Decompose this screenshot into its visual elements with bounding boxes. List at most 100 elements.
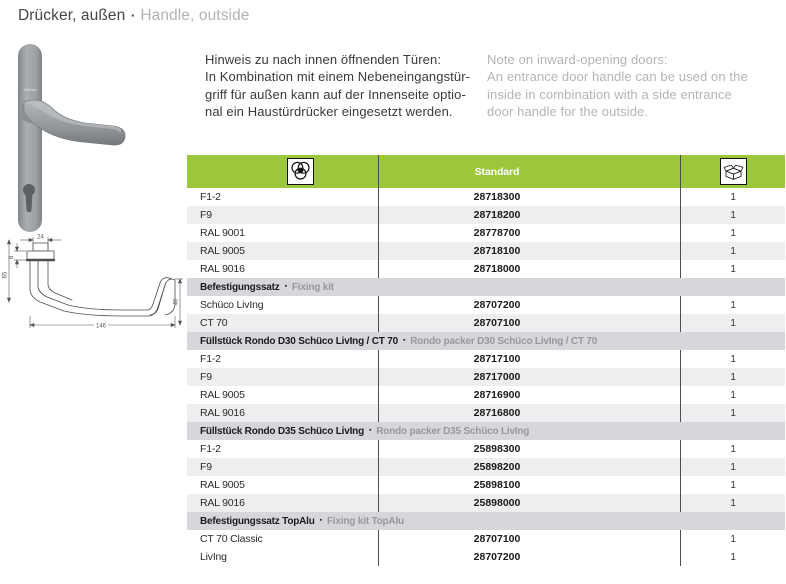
variant-label: F1-2 [200, 353, 221, 365]
bullet-icon: ▪ [319, 516, 323, 524]
article-number: 28718100 [378, 242, 681, 260]
table-row: CT 70 Classic 28707100 1 [187, 530, 785, 548]
variant-label: Schüco LivIng [200, 299, 264, 311]
article-number: 28718300 [378, 188, 681, 206]
pack-quantity: 1 [730, 227, 736, 239]
note-de-line: In Kombination mit einem Nebeneingangstü… [205, 69, 471, 85]
brand-text: Schüco [23, 87, 37, 92]
section-label-en: Fixing kit [291, 281, 334, 293]
variant-label: RAL 9016 [200, 263, 245, 275]
table-row: F9 28718200 1 [187, 206, 785, 224]
table-row: Schüco LivIng 28707200 1 [187, 296, 785, 314]
table-body: F1-2 28718300 1 F9 28718200 1 RAL 9001 28778700… [187, 188, 785, 566]
section-label-en: Rondo packer D35 Schüco LivIng [376, 425, 530, 437]
table-header: Standard [187, 155, 785, 188]
page-title-de: Drücker, außen [18, 7, 126, 24]
pack-quantity: 1 [730, 299, 736, 311]
article-number: 28717000 [378, 368, 681, 386]
variant-label: RAL 9016 [200, 407, 245, 419]
pack-quantity: 1 [730, 443, 736, 455]
table-row: RAL 9005 28716900 1 [187, 386, 785, 404]
table-row: RAL 9016 28718000 1 [187, 260, 785, 278]
article-number: 28707100 [378, 530, 681, 548]
pack-quantity: 1 [730, 551, 736, 563]
article-number: 28718200 [378, 206, 681, 224]
header-col-packaging [681, 155, 785, 188]
article-number: 28716900 [378, 386, 681, 404]
section-row: Befestigungssatz TopAlu ▪ Fixing kit TopAl… [187, 512, 785, 530]
dim-65: 65 [3, 271, 9, 278]
article-number: 28718000 [378, 260, 681, 278]
article-number: 28778700 [378, 224, 681, 242]
article-number: 25898200 [378, 458, 681, 476]
article-number: 28707200 [378, 548, 681, 566]
table-row: F9 28717000 1 [187, 368, 785, 386]
pack-quantity: 1 [730, 209, 736, 221]
note-de-line: griff für außen kann auf der Innenseite … [205, 86, 466, 102]
bullet-icon: ▪ [284, 282, 288, 290]
table-row: F1-2 28717100 1 [187, 350, 785, 368]
note-english: Note on inward-opening doors: An entranc… [487, 51, 777, 120]
section-label-en: Rondo packer D30 Schüco LivIng / CT 70 [410, 335, 598, 347]
packaging-unit-icon [719, 158, 747, 185]
article-number: 25898100 [378, 476, 681, 494]
article-number: 28707100 [378, 314, 681, 332]
variant-label: CT 70 [200, 317, 228, 329]
handle-lever-highlight [26, 101, 121, 133]
variant-label: F9 [200, 461, 212, 473]
handle-illustration: Schüco [18, 44, 126, 232]
bullet-icon: ▪ [131, 11, 135, 20]
variant-label: RAL 9005 [200, 479, 245, 491]
page-title-en: Handle, outside [140, 7, 250, 24]
dim-24: 24 [37, 235, 44, 241]
dimension-drawing: 24 8 65 146 40 [3, 235, 183, 330]
table-row: F9 25898200 1 [187, 458, 785, 476]
variant-label: RAL 9016 [200, 497, 245, 509]
pack-quantity: 1 [730, 317, 736, 329]
bullet-icon: ▪ [402, 336, 406, 344]
pack-quantity: 1 [730, 371, 736, 383]
variant-label: CT 70 Classic [200, 533, 263, 545]
article-number: 25898000 [378, 494, 681, 512]
article-number: 25898300 [378, 440, 681, 458]
dim-40: 40 [174, 298, 180, 305]
table-row: RAL 9001 28778700 1 [187, 224, 785, 242]
table-row: F1-2 28718300 1 [187, 188, 785, 206]
pack-quantity: 1 [730, 497, 736, 509]
pack-quantity: 1 [730, 533, 736, 545]
dim-8: 8 [9, 255, 15, 259]
section-label-de: Füllstück Rondo D30 Schüco LivIng / CT 7… [200, 335, 398, 347]
variant-label: F9 [200, 209, 212, 221]
note-de-line: Hinweis zu nach innen öffnenden Türen: [205, 52, 442, 67]
article-number: 28716800 [378, 404, 681, 422]
table-row: F1-2 25898300 1 [187, 440, 785, 458]
table-row: RAL 9016 28716800 1 [187, 404, 785, 422]
handle-backplate [18, 44, 42, 232]
article-table: Standard F1-2 28718300 1 F9 28718200 1 RAL 900… [187, 155, 785, 566]
table-row: RAL 9005 25898100 1 [187, 476, 785, 494]
table-row: RAL 9005 28718100 1 [187, 242, 785, 260]
page-title: Drücker, außen ▪ Handle, outside [18, 7, 250, 25]
section-label-de: Befestigungssatz TopAlu [200, 515, 315, 527]
note-en-line: Note on inward-opening doors: [487, 52, 668, 67]
note-de-line: nal ein Haustürdrücker eingesetzt werden… [205, 103, 453, 119]
table-row: CT 70 28707100 1 [187, 314, 785, 332]
pack-quantity: 1 [730, 263, 736, 275]
section-label-de: Füllstück Rondo D35 Schüco LivIng [200, 425, 364, 437]
article-number: 28707200 [378, 296, 681, 314]
colour-variants-icon [287, 158, 314, 185]
pack-quantity: 1 [730, 353, 736, 365]
note-en-line: An entrance door handle can be used on t… [487, 69, 748, 85]
pack-quantity: 1 [730, 407, 736, 419]
bullet-icon: ▪ [368, 426, 372, 434]
variant-label: LivIng [200, 551, 227, 563]
variant-label: F9 [200, 371, 212, 383]
variant-label: F1-2 [200, 443, 221, 455]
variant-label: RAL 9005 [200, 389, 245, 401]
table-row: RAL 9016 25898000 1 [187, 494, 785, 512]
keyhole-slot [25, 192, 33, 213]
dim-146: 146 [96, 324, 107, 330]
pack-quantity: 1 [730, 461, 736, 473]
section-row: Füllstück Rondo D35 Schüco LivIng ▪ Rondo … [187, 422, 785, 440]
section-row: Befestigungssatz ▪ Fixing kit [187, 278, 785, 296]
